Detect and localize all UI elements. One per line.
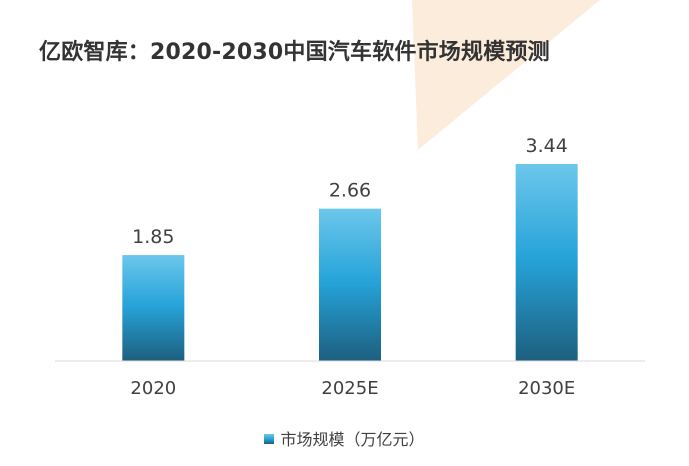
tick-label-2020: 2020 [130,378,176,399]
legend: 市场规模（万亿元） [0,426,689,450]
data-label-2025E: 2.66 [329,180,371,202]
bar-2020 [122,255,185,361]
chart-title: 亿欧智库：2020-2030中国汽车软件市场规模预测 [39,40,550,65]
bar-2025E [319,208,381,361]
legend-label: 市场规模（万亿元） [280,430,425,449]
legend-swatch [264,434,275,444]
bars-group [122,164,578,361]
data-label-2030E: 3.44 [526,135,568,157]
labels-group: 1.85 2020 2.66 2025E 3.44 2030E [130,135,575,399]
tick-label-2030E: 2030E [518,378,575,399]
data-label-2020: 1.85 [132,226,174,248]
bar-2030E [515,164,578,361]
tick-label-2025E: 2025E [321,378,378,399]
